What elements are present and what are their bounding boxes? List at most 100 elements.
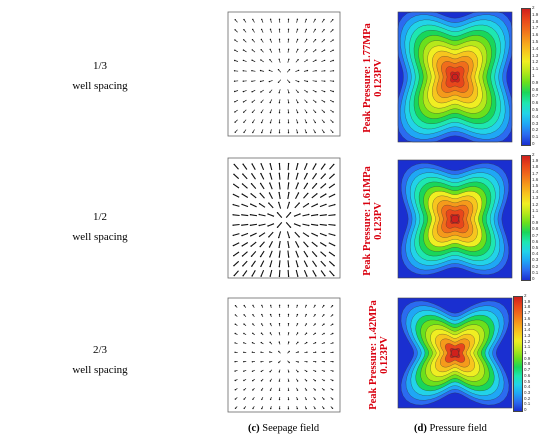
flow-vector-head: [278, 266, 280, 268]
flow-vector-head: [260, 38, 263, 41]
flow-vector: [269, 269, 273, 277]
flow-vector-head: [242, 59, 245, 62]
flow-vector: [251, 270, 256, 277]
flow-vector-head: [331, 398, 334, 400]
flow-vector-head: [252, 18, 254, 21]
flow-vector: [295, 269, 299, 277]
flow-vector: [285, 212, 291, 218]
flow-vector-head: [260, 111, 263, 114]
flow-vector-head: [323, 342, 325, 344]
flow-vector-head: [323, 389, 325, 391]
colorbar-tick-label: 1.3: [524, 332, 531, 338]
flow-vector-head: [332, 49, 334, 51]
flow-vector-head: [243, 111, 245, 113]
flow-vector-head: [251, 361, 254, 363]
flow-vector: [328, 214, 335, 217]
colorbar-tick-label: 0.7: [532, 232, 539, 238]
flow-vector-head: [258, 235, 261, 237]
flow-vector-head: [242, 70, 244, 72]
flow-vector-head: [297, 48, 299, 51]
flow-vector-head: [306, 351, 308, 353]
colorbar-tick-label: 1.1: [532, 66, 539, 72]
flow-vector-head: [234, 305, 237, 307]
flow-vector-head: [269, 163, 271, 165]
flow-vector-head: [332, 29, 334, 31]
flow-vector-head: [268, 80, 271, 83]
flow-vector-head: [297, 101, 299, 104]
flow-vector: [268, 202, 274, 209]
flow-vector: [241, 242, 249, 247]
flow-vector-head: [260, 323, 263, 325]
flow-vector-head: [307, 245, 309, 248]
flow-vector: [328, 223, 335, 226]
flow-vector-head: [297, 182, 299, 184]
pressure-field-caption: (d) Pressure field: [414, 423, 487, 434]
flow-vector-head: [315, 49, 317, 51]
flow-vector: [278, 260, 281, 267]
flow-vector-head: [260, 49, 262, 51]
flow-vector: [295, 250, 299, 258]
colorbar-tick-label: 0.4: [532, 113, 539, 119]
flow-vector-head: [278, 112, 281, 114]
flow-vector-head: [297, 265, 299, 268]
flow-vector-head: [333, 163, 335, 166]
colorbar-tick-label: 2: [524, 293, 527, 298]
flow-vector-head: [252, 304, 254, 307]
flow-vector-head: [261, 131, 263, 134]
colorbar-tick-label: 0.1: [524, 401, 531, 407]
flow-vector: [295, 241, 299, 248]
seepage-field-plot-2: [220, 152, 348, 288]
flow-vector: [259, 203, 266, 208]
flow-vector-head: [242, 90, 245, 93]
flow-vector-head: [334, 224, 336, 226]
flow-vector: [287, 240, 290, 248]
flow-vector: [295, 173, 299, 180]
flow-vector: [250, 193, 257, 199]
flow-vector-head: [296, 313, 299, 316]
flow-vector-head: [296, 332, 299, 334]
flow-vector-head: [278, 92, 280, 94]
flow-vector: [242, 260, 248, 267]
flow-vector-head: [251, 91, 253, 93]
flow-vector: [328, 233, 335, 236]
flow-vector-head: [325, 234, 327, 237]
flow-vector-head: [296, 323, 299, 325]
flow-vector-head: [333, 265, 335, 267]
flow-vector: [233, 233, 240, 236]
flow-vector-head: [288, 69, 291, 71]
flow-vector-head: [332, 361, 334, 363]
flow-vector-head: [277, 81, 280, 84]
flow-vector-head: [252, 398, 254, 400]
flow-vector-head: [233, 274, 235, 277]
flow-vector-head: [333, 183, 335, 185]
flow-vector: [267, 223, 275, 227]
flow-vector-head: [243, 323, 245, 325]
flow-vector-head: [324, 163, 326, 165]
colorbar-tick-label: 1.2: [532, 59, 539, 65]
flow-vector: [303, 260, 308, 267]
colorbar-tick-label: 0.3: [524, 389, 531, 395]
flow-vector-head: [278, 28, 281, 30]
flow-vector-head: [287, 18, 290, 20]
flow-vector-head: [251, 49, 253, 51]
flow-vector-head: [287, 132, 290, 134]
colorbar-tick-label: 1.9: [524, 298, 531, 304]
flow-vector-head: [288, 58, 290, 60]
flow-vector-head: [278, 398, 281, 401]
flow-vector-head: [278, 236, 280, 239]
flow-vector: [269, 192, 273, 199]
flow-vector-head: [288, 236, 290, 239]
flow-vector-head: [287, 304, 290, 306]
flow-vector-head: [316, 245, 318, 247]
flow-vector-head: [323, 39, 325, 41]
flow-vector-head: [259, 192, 261, 195]
flow-vector-head: [269, 341, 271, 343]
flow-vector-head: [305, 389, 308, 391]
flow-vector-head: [332, 101, 334, 103]
flow-vector: [287, 250, 290, 258]
colorbar-tick-label: 0.7: [524, 367, 531, 373]
flow-vector-head: [261, 313, 263, 316]
flow-vector-head: [306, 275, 308, 277]
colorbar-tick-label: 1.5: [524, 321, 531, 327]
flow-vector: [329, 164, 335, 170]
